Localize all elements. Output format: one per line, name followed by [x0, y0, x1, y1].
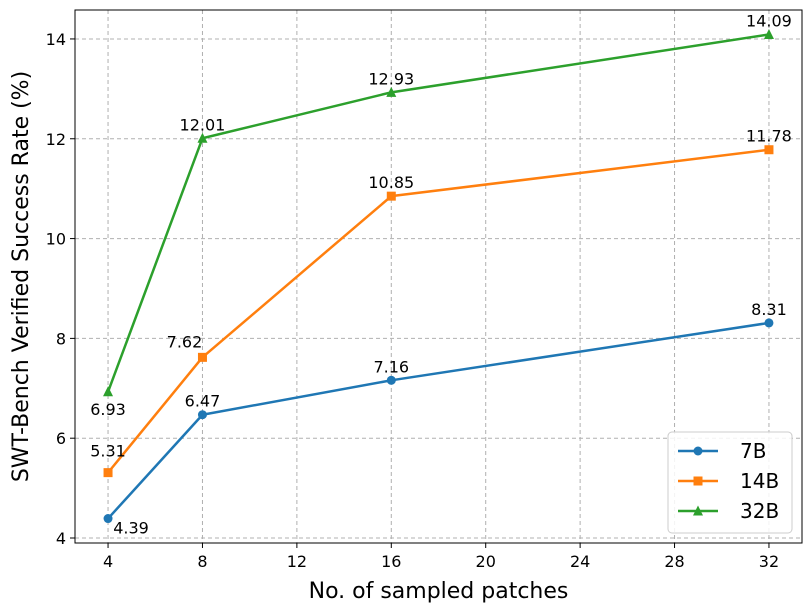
data-label-14B: 7.62 — [167, 332, 203, 351]
series-line-7B — [107, 321, 770, 520]
x-tick-label: 20 — [476, 552, 496, 571]
y-tick-label: 8 — [56, 329, 66, 348]
data-point-7B — [103, 514, 113, 524]
data-label-14B: 10.85 — [368, 173, 414, 192]
series-line-32B — [106, 33, 770, 393]
data-label-14B: 5.31 — [90, 442, 126, 461]
y-tick-label: 12 — [46, 130, 66, 149]
data-label-7B: 4.39 — [113, 519, 149, 538]
data-label-32B: 12.01 — [180, 115, 226, 134]
x-tick-label: 8 — [197, 552, 207, 571]
x-axis: 4 8 12 16 20 24 28 32 — [103, 543, 779, 571]
legend-marker-32B — [693, 505, 703, 516]
data-label-7B: 6.47 — [185, 392, 221, 411]
plot-frame — [74, 9, 803, 544]
x-tick-label: 28 — [664, 552, 684, 571]
series-group — [103, 28, 774, 524]
data-label-32B: 12.93 — [368, 69, 414, 88]
x-tick-label: 24 — [570, 552, 590, 571]
data-point-14B — [103, 468, 113, 478]
data-labels: 4.39 6.47 7.16 8.31 5.31 7.62 10.85 11.78 6.93 12… — [90, 11, 792, 537]
data-point-32B — [197, 132, 208, 143]
data-point-32B — [103, 386, 114, 397]
data-point-7B — [764, 318, 774, 328]
legend-label-32B: 32B — [740, 499, 779, 523]
data-label-7B: 8.31 — [751, 300, 787, 319]
legend-marker-14B — [693, 476, 703, 486]
data-point-32B — [763, 28, 774, 39]
legend-marker-7B — [693, 446, 703, 456]
legend-label-7B: 7B — [740, 439, 766, 463]
series-line-14B — [107, 148, 770, 474]
data-point-7B — [197, 410, 207, 420]
data-point-14B — [386, 191, 396, 201]
x-tick-label: 4 — [103, 552, 113, 571]
y-tick-label: 10 — [46, 230, 66, 249]
y-tick-label: 6 — [56, 429, 66, 448]
y-tick-label: 4 — [56, 529, 66, 548]
y-tick-label: 14 — [46, 30, 66, 49]
data-point-32B — [386, 86, 397, 97]
x-tick-label: 16 — [381, 552, 401, 571]
data-point-7B — [386, 375, 396, 385]
data-point-14B — [764, 145, 774, 155]
data-point-14B — [197, 352, 207, 362]
y-axis: 4 6 8 10 12 14 — [46, 30, 75, 548]
data-label-7B: 7.16 — [373, 357, 409, 376]
x-axis-title: No. of sampled patches — [309, 579, 569, 604]
data-label-14B: 11.78 — [746, 127, 792, 146]
y-axis-title: SWT-Bench Verified Success Rate (%) — [9, 71, 34, 482]
legend-label-14B: 14B — [740, 469, 779, 493]
data-label-32B: 14.09 — [746, 11, 792, 30]
data-label-32B: 6.93 — [90, 400, 126, 419]
legend: 7B 14B 32B — [667, 431, 793, 534]
x-tick-label: 32 — [759, 552, 779, 571]
x-tick-label: 12 — [287, 552, 307, 571]
